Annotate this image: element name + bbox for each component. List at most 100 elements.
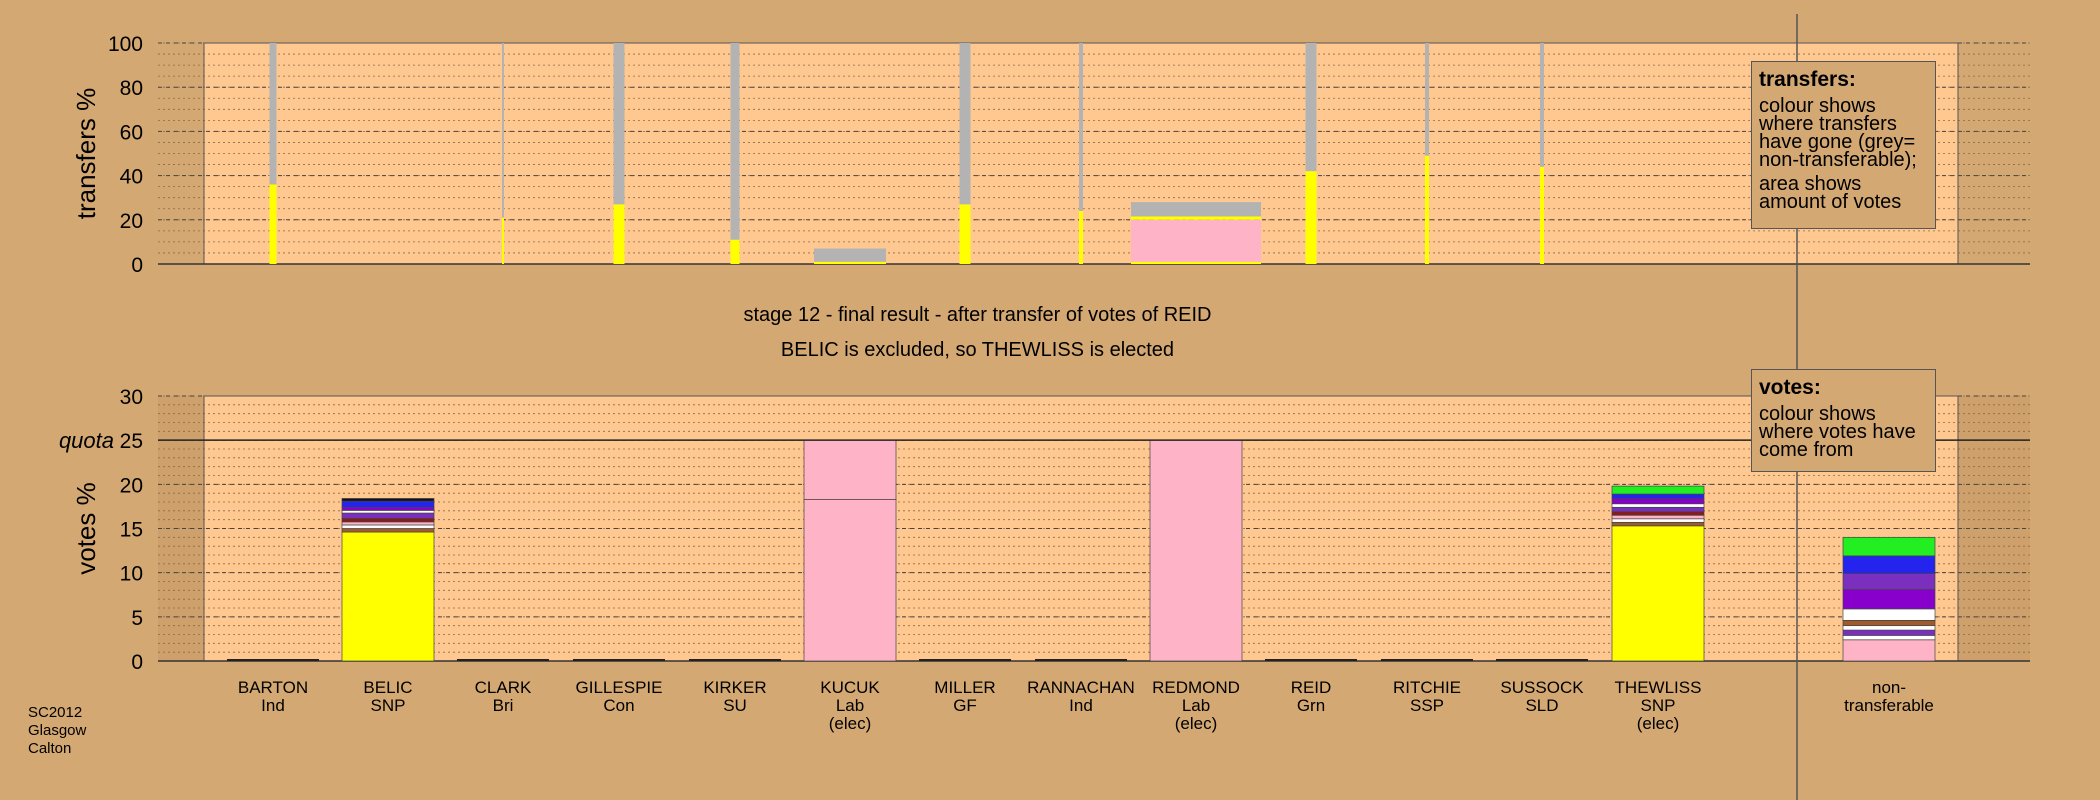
transfers-legend-title: transfers: xyxy=(1759,68,1856,91)
candidate-name: KIRKER xyxy=(703,678,767,697)
votes-bar-redmond xyxy=(1149,439,1243,662)
transfers-tick-label: 40 xyxy=(120,166,143,189)
votes-bar-segment xyxy=(1611,506,1705,513)
transfers-bar-segment xyxy=(959,43,971,205)
votes-bar-segment xyxy=(1611,498,1705,505)
votes-bar-segment xyxy=(341,521,435,526)
result-caption: BELIC is excluded, so THEWLISS is electe… xyxy=(780,339,1175,361)
votes-bar-segment xyxy=(341,498,435,502)
votes-tick-label: 10 xyxy=(120,563,143,586)
transfers-tick-label: 0 xyxy=(131,254,143,277)
votes-tick-label: 0 xyxy=(131,651,143,674)
transfers-bar-segment xyxy=(502,217,504,264)
votes-bar-kucuk xyxy=(803,439,897,662)
votes-axis-label: votes % xyxy=(71,482,101,575)
candidate-label-non-transferable: non-transferable xyxy=(1819,679,1959,715)
transfers-bar-segment xyxy=(613,204,625,264)
votes-tick-label: 30 xyxy=(120,386,143,409)
transfers-bar-segment xyxy=(1079,210,1083,264)
transfers-bar-segment xyxy=(269,43,277,185)
votes-bar-segment xyxy=(1611,514,1705,520)
candidate-status: (elec) xyxy=(1636,714,1680,733)
candidate-name: RITCHIE xyxy=(1393,678,1461,697)
candidate-name: MILLER xyxy=(934,678,996,697)
candidate-label-miller: MILLER GF xyxy=(895,679,1035,715)
transfers-bar-segment xyxy=(959,204,971,264)
votes-bar-segment xyxy=(803,499,897,662)
candidate-label-sussock: SUSSOCK SLD xyxy=(1472,679,1612,715)
transfers-bar-segment xyxy=(1131,219,1261,262)
candidate-name: BELIC xyxy=(363,678,413,697)
candidate-name: GILLESPIE xyxy=(575,678,663,697)
votes-bar-segment xyxy=(1611,493,1705,499)
transfers-bar-segment xyxy=(730,239,740,264)
votes-legend: votes: colour shows where votes have com… xyxy=(1751,369,1936,472)
election-footer: SC2012 Glasgow Calton xyxy=(28,704,86,758)
transfers-bar-clark xyxy=(502,43,504,264)
votes-legend-title: votes: xyxy=(1759,376,1821,399)
votes-bar-segment xyxy=(341,512,435,519)
transfers-bar-segment xyxy=(1425,43,1429,156)
transfers-bar-gillespie xyxy=(613,43,625,264)
votes-legend-text: colour shows where votes have come from xyxy=(1759,403,1916,461)
footer-ward: Calton xyxy=(28,740,72,757)
votes-bar-segment xyxy=(341,500,435,508)
candidate-party: SSP xyxy=(1409,696,1445,715)
candidate-label-rannachan: RANNACHAN Ind xyxy=(1011,679,1151,715)
votes-bar-segment xyxy=(1842,635,1936,641)
votes-tick-label: 25 xyxy=(120,430,143,453)
votes-bar-segment xyxy=(1842,573,1936,590)
votes-tick-label: 5 xyxy=(131,607,143,630)
transfers-bar-segment xyxy=(814,261,886,264)
votes-bar-segment xyxy=(341,517,435,523)
transfers-bar-segment xyxy=(1131,216,1261,220)
transfers-bar-segment xyxy=(814,248,886,262)
votes-bar-segment xyxy=(1842,555,1936,574)
transfers-tick-label: 100 xyxy=(108,33,143,56)
candidate-label-barton: BARTON Ind xyxy=(203,679,343,715)
transfers-tick-label: 60 xyxy=(120,121,143,144)
transfers-bar-segment xyxy=(1305,171,1317,264)
transfers-bar-segment xyxy=(1305,43,1317,172)
transfers-bar-segment xyxy=(1425,155,1429,264)
transfers-bar-segment xyxy=(1540,43,1544,167)
footer-election: SC2012 xyxy=(28,704,83,721)
votes-bar-segment xyxy=(1842,536,1936,557)
transfers-bar-kucuk xyxy=(814,248,886,264)
candidate-label-reid: REID Grn xyxy=(1241,679,1381,715)
votes-bar-thewliss xyxy=(1611,485,1705,662)
transfers-legend-text-1: colour shows where transfers have gone (… xyxy=(1759,95,1917,171)
votes-bar-belic xyxy=(341,498,435,662)
transfers-bar-segment xyxy=(730,43,740,240)
votes-bar-segment xyxy=(1842,620,1936,627)
candidate-label-ritchie: RITCHIE SSP xyxy=(1357,679,1497,715)
candidate-name: BARTON xyxy=(237,678,309,697)
transfers-bar-segment xyxy=(269,184,277,264)
candidate-name: REID xyxy=(1290,678,1332,697)
transfers-bar-miller xyxy=(959,43,971,264)
candidate-party: Bri xyxy=(492,696,514,715)
candidate-name: KUCUK xyxy=(820,678,880,697)
candidate-label-clark: CLARK Bri xyxy=(433,679,573,715)
transfers-bar-segment xyxy=(1079,43,1083,211)
candidate-name: THEWLISS xyxy=(1614,678,1702,697)
transfers-tick-label: 20 xyxy=(120,210,143,233)
candidate-name: RANNACHAN xyxy=(1027,678,1135,697)
candidate-party: Lab xyxy=(1181,696,1211,715)
candidate-name: SUSSOCK xyxy=(1500,678,1584,697)
votes-bar-segment xyxy=(1842,589,1936,610)
candidate-status: (elec) xyxy=(1174,714,1218,733)
votes-bar-segment xyxy=(1842,625,1936,631)
stage-caption: stage 12 - final result - after transfer… xyxy=(743,304,1212,326)
candidate-label-gillespie: GILLESPIE Con xyxy=(549,679,689,715)
transfers-bar-rannachan xyxy=(1079,43,1083,264)
footer-city: Glasgow xyxy=(28,722,87,739)
transfers-axis-label: transfers % xyxy=(71,88,101,220)
candidate-label-kucuk: KUCUK Lab (elec) xyxy=(780,679,920,733)
transfers-tick-label: 80 xyxy=(120,77,143,100)
votes-tick-label: 15 xyxy=(120,519,143,542)
votes-bar-segment xyxy=(1611,503,1705,508)
candidate-party: transferable xyxy=(1844,696,1934,715)
votes-bar-segment xyxy=(1842,639,1936,662)
